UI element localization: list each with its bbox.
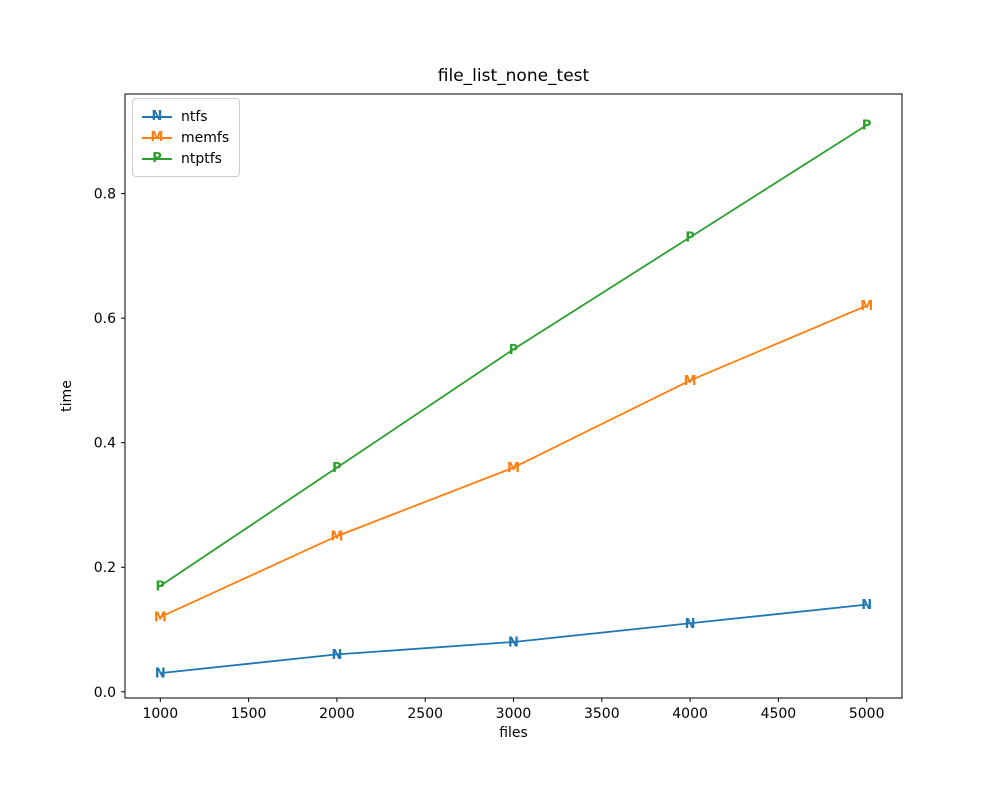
y-axis-label: time xyxy=(59,380,75,412)
axes-frame xyxy=(124,93,903,699)
series-line-memfs xyxy=(159,304,868,618)
x-tick-label: 1500 xyxy=(231,706,267,722)
legend-label: memfs xyxy=(181,129,230,146)
x-tick-label: 5000 xyxy=(849,706,885,722)
memfs-marker-icon: M xyxy=(507,461,520,476)
memfs-marker-icon: M xyxy=(330,530,343,545)
ntptfs-marker-icon: P xyxy=(156,579,166,594)
ntfs-marker-icon: N xyxy=(155,667,166,682)
x-axis-label: files xyxy=(499,725,528,741)
ntfs-marker-icon: N xyxy=(508,635,519,650)
memfs-marker-icon: M xyxy=(684,374,697,389)
legend-label: ntptfs xyxy=(181,150,222,167)
ntptfs-marker-icon: P xyxy=(862,119,872,134)
ntptfs-marker-icon: P xyxy=(509,343,519,358)
x-tick-label: 4000 xyxy=(672,706,708,722)
y-tick-label: 0.4 xyxy=(94,436,116,452)
x-tick-label: 3500 xyxy=(584,706,620,722)
series-line-ntfs xyxy=(159,603,868,674)
ntptfs-marker-sample-icon: P xyxy=(142,151,172,167)
ntptfs-marker-icon: P xyxy=(332,461,342,476)
memfs-marker-icon: M xyxy=(860,299,873,314)
x-tick-label: 4500 xyxy=(761,706,797,722)
legend-label: ntfs xyxy=(181,108,208,125)
x-tick-label: 2000 xyxy=(319,706,355,722)
y-tick-label: 0.0 xyxy=(94,685,116,701)
x-tick-label: 3000 xyxy=(496,706,532,722)
memfs-marker-icon: M xyxy=(154,611,167,626)
ntfs-marker-icon: N xyxy=(331,648,342,663)
ntptfs-marker-icon: P xyxy=(685,231,695,246)
ntfs-marker-sample-icon: N xyxy=(142,109,172,125)
y-tick-label: 0.8 xyxy=(94,187,116,203)
series-line-ntptfs xyxy=(159,124,868,587)
x-tick-label: 1000 xyxy=(142,706,178,722)
ntfs-marker-icon: N xyxy=(861,598,872,613)
chart-title: file_list_none_test xyxy=(437,66,590,86)
ntfs-marker-icon: N xyxy=(685,617,696,632)
y-tick-label: 0.2 xyxy=(94,560,116,576)
y-tick-label: 0.6 xyxy=(94,311,116,327)
x-tick-label: 2500 xyxy=(407,706,443,722)
memfs-marker-sample-icon: M xyxy=(142,130,172,146)
